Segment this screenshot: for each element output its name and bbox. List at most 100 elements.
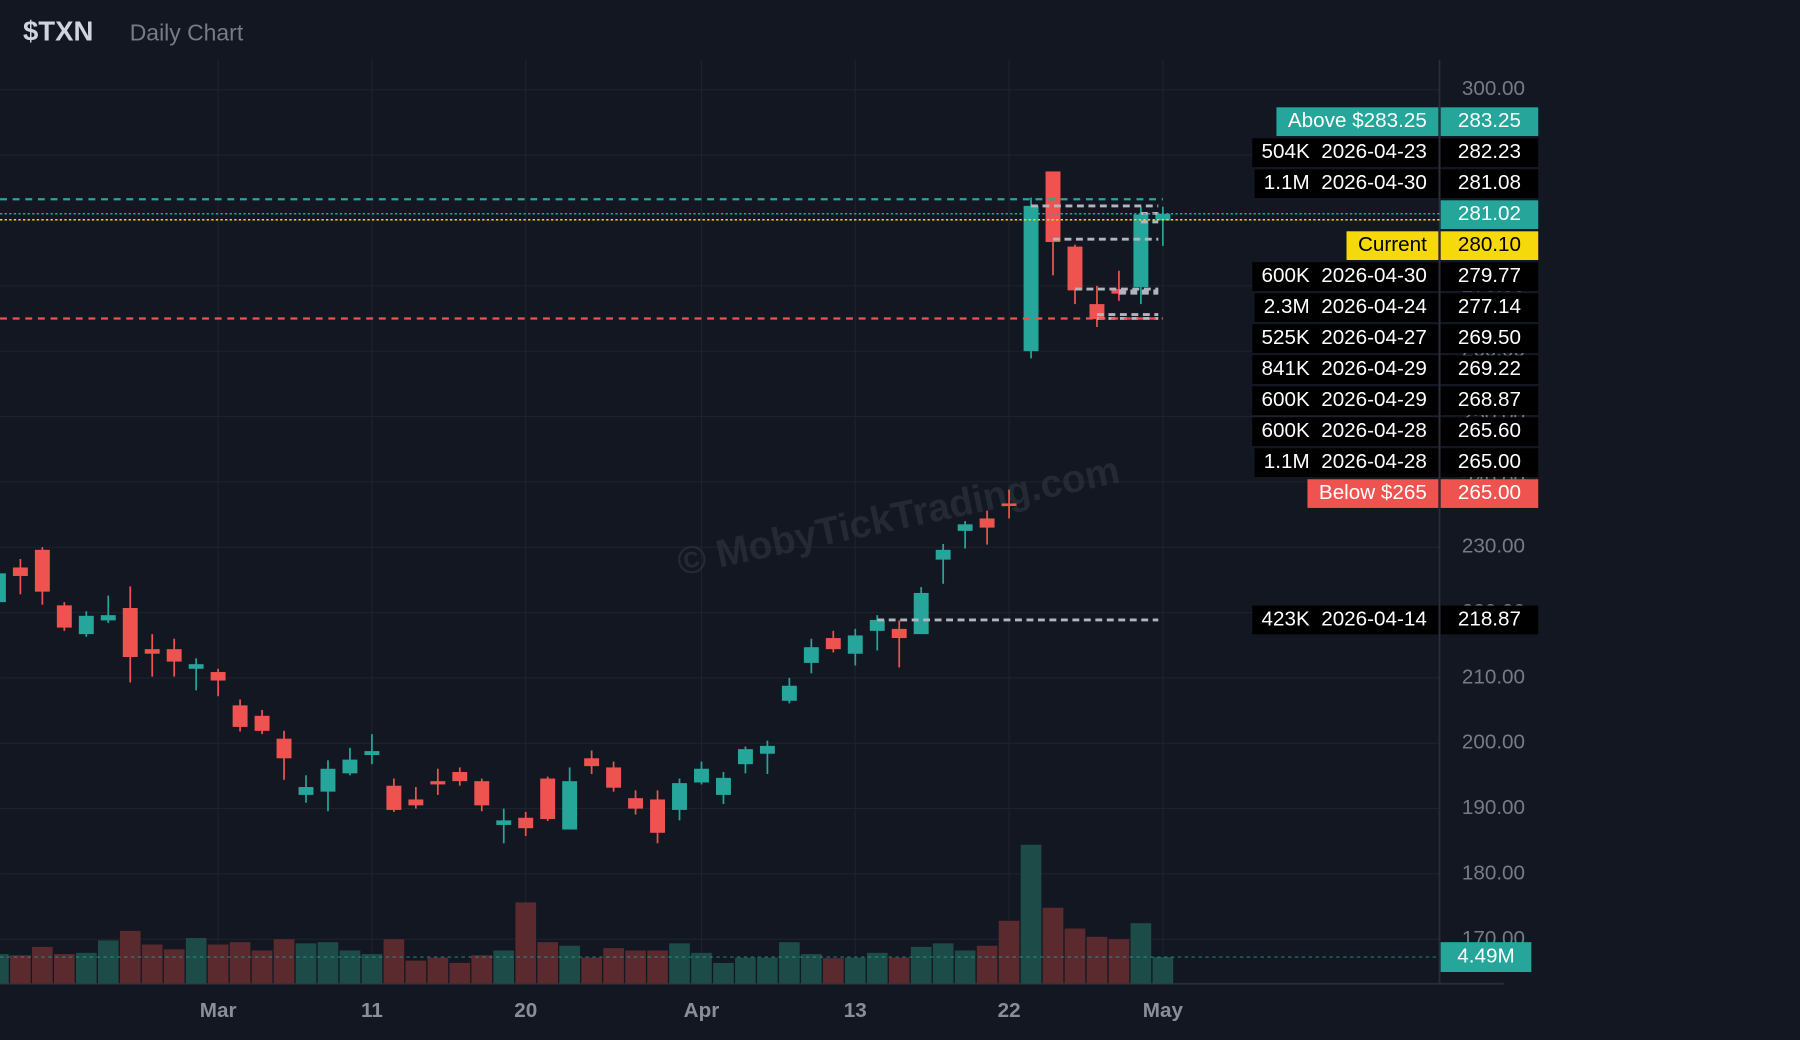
volume-bar <box>888 957 910 984</box>
volume-bar <box>647 950 668 984</box>
y-tick-label: 210.00 <box>1462 665 1525 688</box>
level-price-box <box>1440 324 1539 353</box>
level-price-box <box>1440 355 1539 384</box>
level-price-box <box>1440 293 1539 322</box>
level-volume: 600K <box>1261 419 1309 442</box>
volume-bar <box>163 949 185 984</box>
candle-body <box>715 777 731 795</box>
level-price: 265.00 <box>1458 450 1521 473</box>
x-tick-label: 11 <box>361 999 383 1022</box>
level-label-box <box>1252 138 1439 168</box>
candle-body <box>474 781 490 806</box>
volume-bar <box>537 942 559 984</box>
level-date: 2026-04-14 <box>1321 607 1427 630</box>
volume-bar <box>339 950 361 984</box>
level-volume: 2.3M <box>1264 295 1310 318</box>
level-price-box <box>1440 262 1539 291</box>
volume-bar <box>515 902 537 984</box>
candle-body <box>232 705 248 727</box>
level-price: 281.02 <box>1458 202 1521 225</box>
candle-body <box>847 635 863 654</box>
candle-body <box>254 715 270 731</box>
level-price-box <box>1440 138 1539 168</box>
candle-body <box>1133 214 1149 288</box>
volume-bar <box>669 943 690 984</box>
volume-bar <box>1130 923 1152 984</box>
level-volume: 841K <box>1261 357 1309 380</box>
level-date: 2026-04-23 <box>1321 140 1427 163</box>
candle-body <box>759 745 775 754</box>
volume-bar <box>713 962 734 984</box>
level-label: Above $283.25 <box>1288 109 1427 132</box>
level-date: 2026-04-27 <box>1321 326 1427 349</box>
candle-body <box>12 567 28 576</box>
level-label-box <box>1252 324 1439 353</box>
level-price-box <box>1440 231 1539 260</box>
volume-bar <box>361 954 383 984</box>
y-tick-label: 230.00 <box>1462 535 1525 558</box>
volume-bar <box>1020 844 1042 984</box>
x-tick-label: 20 <box>514 999 537 1022</box>
level-date: 2026-04-28 <box>1321 419 1427 442</box>
candle-body <box>100 615 116 621</box>
volume-bar <box>75 952 97 984</box>
candle-body <box>540 778 556 820</box>
candle-body <box>935 549 951 560</box>
candle-body <box>869 619 885 631</box>
level-price-box <box>1440 200 1539 230</box>
volume-last-box <box>1440 942 1532 973</box>
volume-bar <box>493 950 515 984</box>
volume-bar <box>383 939 405 984</box>
level-price: 282.23 <box>1458 140 1521 163</box>
level-price-box <box>1440 605 1539 635</box>
candle-body <box>276 738 292 759</box>
level-date: 2026-04-30 <box>1321 171 1427 194</box>
candle-body <box>496 820 512 825</box>
level-label-box <box>1276 107 1439 137</box>
candle-body <box>56 605 72 628</box>
level-price: 269.22 <box>1458 357 1521 380</box>
volume-bar <box>603 948 624 984</box>
volume-bar <box>32 946 53 984</box>
level-price-box <box>1440 169 1539 199</box>
candle-body <box>342 759 358 774</box>
candle-body <box>584 758 600 767</box>
level-price-box <box>1440 448 1539 477</box>
volume-last-label: 4.49M <box>1457 945 1514 968</box>
volume-bar <box>295 943 317 984</box>
level-label-box <box>1254 169 1439 199</box>
volume-bar <box>251 950 273 984</box>
level-price: 269.50 <box>1458 326 1521 349</box>
x-tick-label: 13 <box>844 999 867 1022</box>
x-tick-label: Apr <box>684 999 720 1022</box>
candle-body <box>650 799 666 833</box>
candle-body <box>166 649 182 662</box>
level-volume: 600K <box>1261 388 1309 411</box>
level-price: 279.77 <box>1458 264 1521 287</box>
volume-bar <box>910 946 932 984</box>
level-price-box <box>1440 479 1539 508</box>
level-volume: 525K <box>1261 326 1309 349</box>
candle-body <box>518 817 534 829</box>
level-label-box <box>1254 293 1439 322</box>
volume-bar <box>1086 936 1108 984</box>
candle-body <box>122 607 138 657</box>
level-date: 2026-04-30 <box>1321 264 1427 287</box>
level-label: Current <box>1358 233 1427 256</box>
level-price: 281.08 <box>1458 171 1521 194</box>
volume-bar <box>954 950 976 984</box>
level-volume: 504K <box>1261 140 1309 163</box>
level-price: 218.87 <box>1458 607 1521 630</box>
candle-body <box>1045 171 1061 243</box>
level-price-box <box>1440 417 1539 446</box>
volume-bar <box>10 955 31 984</box>
volume-bar <box>844 957 866 984</box>
candle-body <box>78 615 94 635</box>
volume-bar <box>0 954 9 984</box>
volume-bar <box>317 942 339 984</box>
level-price: 268.87 <box>1458 388 1521 411</box>
candle-body <box>0 573 6 603</box>
x-tick-label: May <box>1143 999 1184 1022</box>
candle-body <box>737 749 753 765</box>
